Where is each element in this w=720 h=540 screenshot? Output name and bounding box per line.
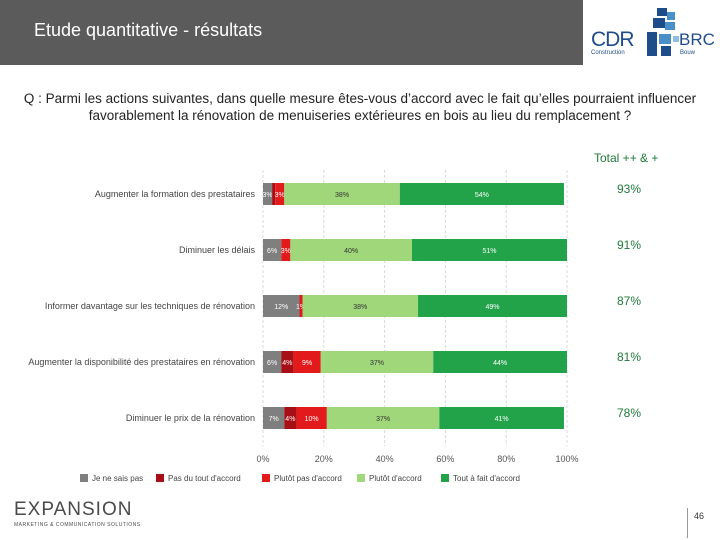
bar-segment	[281, 239, 291, 261]
bar-segment	[399, 183, 564, 205]
data-label: 44%	[493, 360, 507, 367]
page-number: 46	[694, 511, 705, 521]
cdr-logo-text: CDR	[591, 28, 634, 51]
data-label: 38%	[335, 192, 349, 199]
data-label: 9%	[302, 360, 312, 367]
header-bar: Etude quantitative - résultats CDR Const…	[0, 0, 720, 66]
brc-logo-subtext: Bouw	[680, 50, 696, 56]
bar-segment	[284, 183, 400, 205]
cdr-brc-logo: CDR Construction BRC Bouw	[583, 0, 720, 66]
footer-divider	[687, 508, 688, 538]
expansion-tagline: MARKETING & COMMUNICATION SOLUTIONS	[14, 522, 141, 528]
legend-label: Je ne sais pas	[92, 474, 143, 483]
data-label: 6%	[267, 360, 277, 367]
data-label: 54%	[475, 192, 489, 199]
x-tick-label: 80%	[497, 454, 515, 464]
data-label: 3%	[275, 192, 285, 199]
brc-logo-text: BRC	[679, 30, 715, 49]
bar-segment	[275, 183, 285, 205]
data-label: 12%	[274, 304, 288, 311]
bar-segment	[263, 239, 282, 261]
bar-segment	[263, 183, 273, 205]
x-tick-label: 100%	[555, 454, 578, 464]
legend-label: Tout à fait d'accord	[453, 474, 520, 483]
legend-label: Plutôt pas d'accord	[274, 474, 342, 483]
expansion-brand: EXPANSION	[14, 499, 133, 520]
bar-segment	[296, 407, 327, 429]
cdr-logo-subtext: Construction	[591, 50, 625, 56]
x-tick-label: 60%	[436, 454, 454, 464]
data-label: 3%	[281, 248, 291, 255]
bar-segment	[263, 351, 282, 373]
total-value-1: 93%	[617, 182, 642, 196]
bar-segment	[411, 239, 567, 261]
data-label: 6%	[267, 248, 277, 255]
data-label: 41%	[495, 416, 509, 423]
data-label: 49%	[486, 304, 500, 311]
total-value-5: 78%	[617, 406, 642, 420]
data-label: 37%	[370, 360, 384, 367]
cdr-brc-mark-icon	[647, 8, 679, 56]
bar-segment	[263, 295, 300, 317]
data-label: 38%	[353, 304, 367, 311]
data-label: 10%	[305, 416, 319, 423]
category-label: Diminuer les délais	[179, 245, 256, 255]
legend-swatch	[357, 474, 365, 482]
bar-segment	[281, 351, 294, 373]
bar-segment	[439, 407, 564, 429]
legend-swatch	[156, 474, 164, 482]
stacked-bar-chart: 0% 20% 40% 60% 80% 100% Augmenter la formation…	[28, 170, 579, 483]
data-label: 37%	[376, 416, 390, 423]
survey-question: Q : Parmi les actions suivantes, dans qu…	[23, 91, 697, 123]
legend-label: Pas du tout d'accord	[168, 474, 241, 483]
data-label: 51%	[482, 248, 496, 255]
data-label: 40%	[344, 248, 358, 255]
bar-segment	[418, 295, 567, 317]
page-title: Etude quantitative - résultats	[34, 20, 263, 40]
total-value-4: 81%	[617, 350, 642, 364]
category-label: Augmenter la formation des prestataires	[95, 189, 256, 199]
total-value-3: 87%	[617, 294, 642, 308]
x-tick-label: 0%	[256, 454, 269, 464]
bar-segment	[290, 239, 412, 261]
bar-segment	[320, 351, 434, 373]
category-label: Diminuer le prix de la rénovation	[126, 413, 255, 423]
legend-swatch	[262, 474, 270, 482]
bar-segment	[272, 183, 276, 205]
bar-segment	[302, 295, 419, 317]
bar-segment	[433, 351, 567, 373]
bar-segment	[299, 295, 303, 317]
bar-segment	[263, 407, 285, 429]
data-label: 4%	[282, 360, 292, 367]
legend-swatch	[80, 474, 88, 482]
bar-segment	[284, 407, 297, 429]
data-label: 1%	[296, 304, 306, 311]
data-label: 7%	[269, 416, 279, 423]
category-label: Informer davantage sur les techniques de…	[45, 301, 255, 311]
total-value-2: 91%	[617, 238, 642, 252]
data-label: 3%	[262, 192, 272, 199]
x-tick-label: 40%	[376, 454, 394, 464]
expansion-logo: EXPANSION MARKETING & COMMUNICATION SOLU…	[14, 499, 141, 528]
category-label: Augmenter la disponibilité des prestatai…	[28, 357, 255, 367]
data-label: 4%	[285, 416, 295, 423]
legend-swatch	[441, 474, 449, 482]
total-header: Total ++ & +	[594, 151, 659, 165]
bar-segment	[293, 351, 321, 373]
legend-label: Plutôt d'accord	[369, 474, 422, 483]
bar-segment	[326, 407, 440, 429]
x-tick-label: 20%	[315, 454, 333, 464]
